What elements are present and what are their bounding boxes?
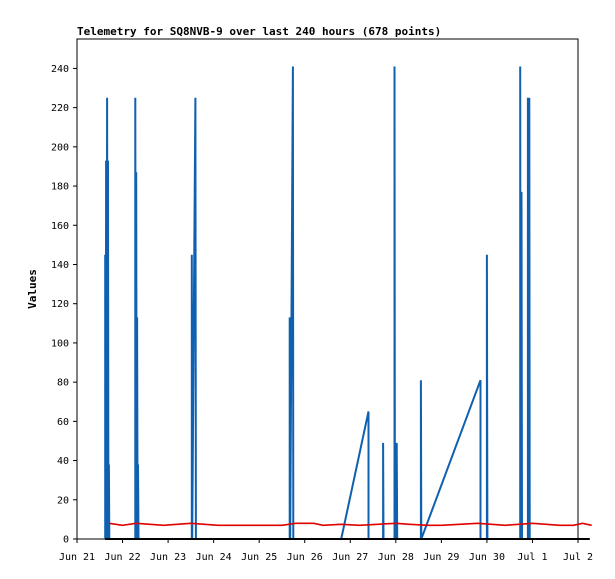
x-tick-label: Jun 30 xyxy=(469,552,505,563)
y-axis-label: Values xyxy=(26,269,39,309)
x-tick-label: Jun 27 xyxy=(332,552,368,563)
y-tick-label: 100 xyxy=(51,338,69,349)
y-tick-label: 240 xyxy=(51,64,69,75)
series-layer xyxy=(104,66,592,540)
y-tick-label: 20 xyxy=(57,495,69,506)
x-tick-label: Jul 2 xyxy=(563,552,593,563)
y-tick-label: 160 xyxy=(51,221,69,232)
chart-title: Telemetry for SQ8NVB-9 over last 240 hou… xyxy=(77,25,441,38)
x-axis: Jun 21 Jun 22 Jun 23 Jun 24 Jun 25 Jun 26 Jun … xyxy=(59,539,593,563)
y-tick-label: 60 xyxy=(57,417,69,428)
y-tick-label: 220 xyxy=(51,103,69,114)
y-tick-label: 120 xyxy=(51,299,69,310)
x-tick-label: Jun 22 xyxy=(104,552,140,563)
x-tick-label: Jun 24 xyxy=(196,552,232,563)
x-tick-label: Jul 1 xyxy=(517,552,547,563)
x-tick-label: Jun 23 xyxy=(150,552,186,563)
y-tick-label: 180 xyxy=(51,182,69,193)
y-tick-label: 40 xyxy=(57,456,69,467)
y-tick-label: 140 xyxy=(51,260,69,271)
y-tick-label: 200 xyxy=(51,142,69,153)
x-tick-label: Jun 21 xyxy=(59,552,95,563)
x-tick-label: Jun 26 xyxy=(287,552,323,563)
y-axis: 0 20 40 60 80 100 120 140 160 180 200 220 240 xyxy=(51,64,77,546)
x-tick-label: Jun 28 xyxy=(378,552,414,563)
series-line-1 xyxy=(109,522,592,527)
x-tick-label: Jun 25 xyxy=(241,552,277,563)
x-tick-label: Jun 29 xyxy=(423,552,459,563)
y-tick-label: 80 xyxy=(57,378,69,389)
plot-frame xyxy=(76,38,579,540)
y-tick-label: 0 xyxy=(63,535,69,546)
